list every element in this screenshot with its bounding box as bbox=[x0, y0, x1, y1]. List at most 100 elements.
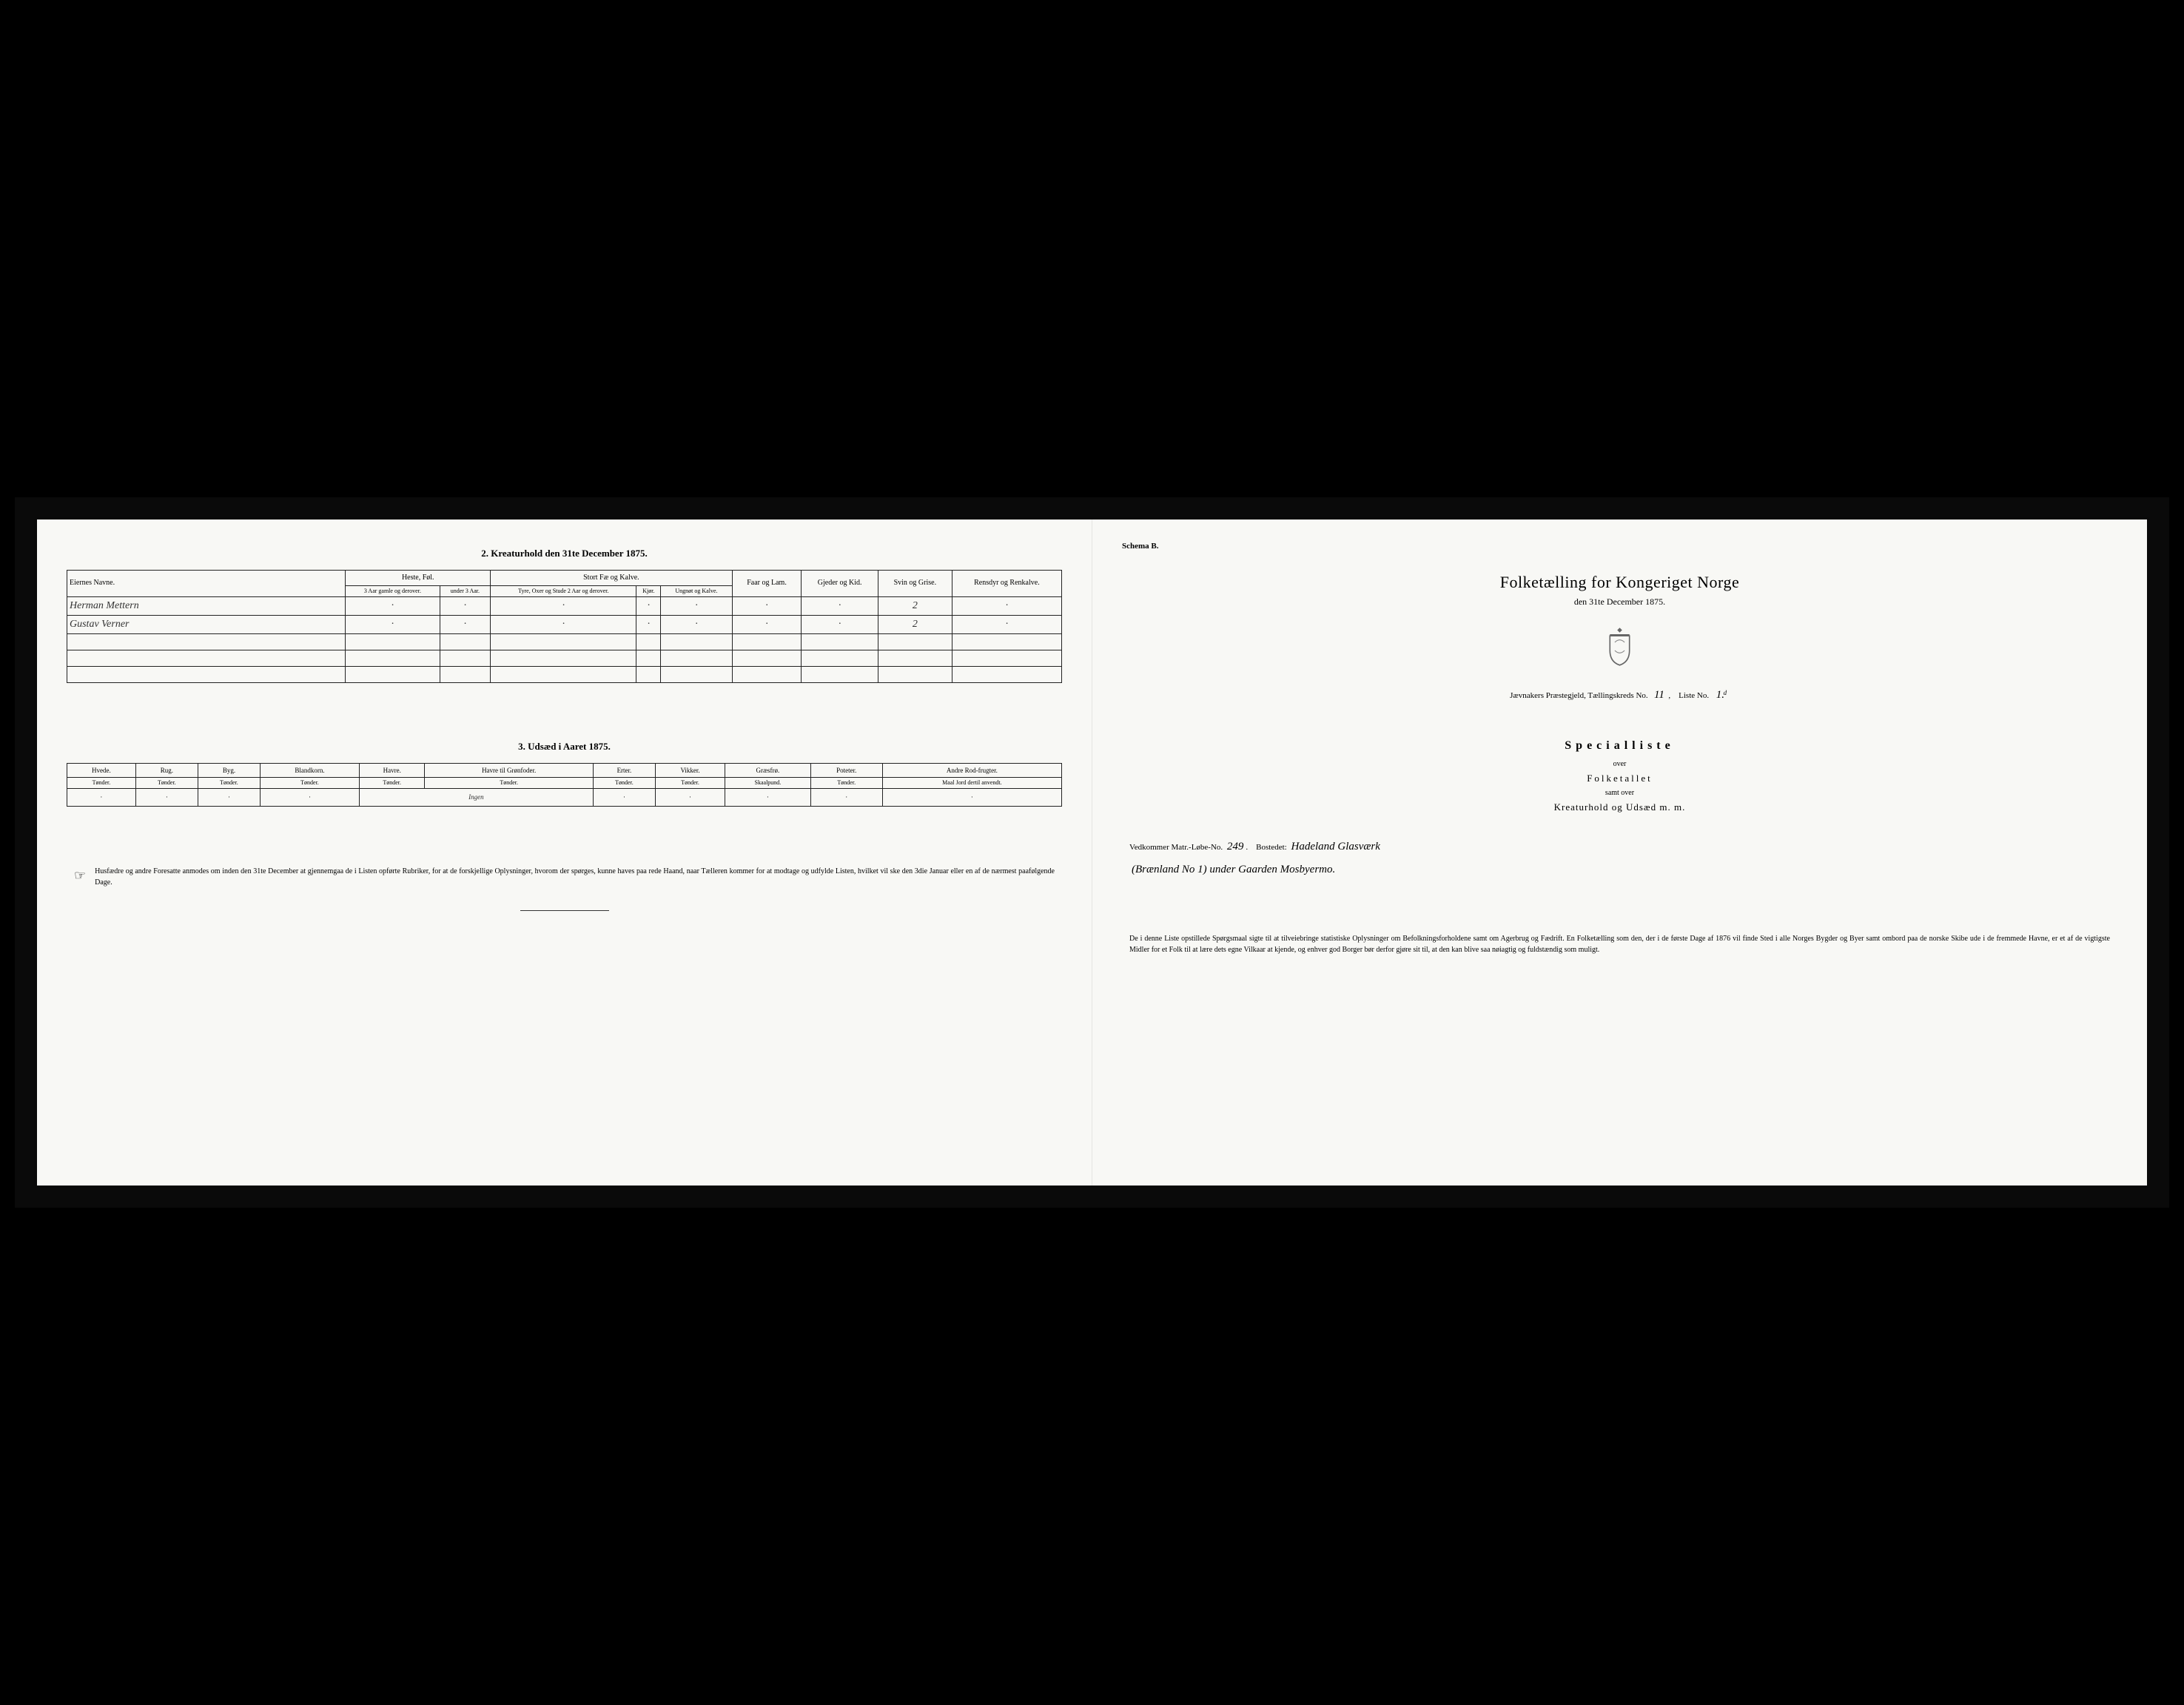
matr-prefix: Vedkommer Matr.-Løbe-No. bbox=[1129, 843, 1223, 852]
t3-header: Vikker. bbox=[655, 763, 725, 778]
t3-cell: · bbox=[810, 788, 882, 806]
t3-cell: · bbox=[261, 788, 360, 806]
t3-cell: · bbox=[882, 788, 1061, 806]
left-page: 2. Kreaturhold den 31te December 1875. E… bbox=[37, 519, 1092, 1186]
sub-c3: Ungnøt og Kalve. bbox=[661, 586, 732, 597]
cell-empty bbox=[491, 650, 636, 666]
left-footer-text: Husfædre og andre Foresatte anmodes om i… bbox=[95, 866, 1055, 888]
t3-subheader: Tønder. bbox=[359, 778, 425, 789]
t3-header: Byg. bbox=[198, 763, 260, 778]
t3-cell: · bbox=[135, 788, 198, 806]
cell-empty bbox=[802, 650, 878, 666]
left-footer: ☞ Husfædre og andre Foresatte anmodes om… bbox=[67, 866, 1062, 888]
cell-empty bbox=[802, 633, 878, 650]
col-goats: Gjeder og Kid. bbox=[802, 571, 878, 597]
cell-empty bbox=[952, 633, 1061, 650]
t3-subheader: Tønder. bbox=[135, 778, 198, 789]
cell: · bbox=[440, 596, 491, 615]
t3-header: Hvede. bbox=[67, 763, 136, 778]
owner-name: Gustav Verner bbox=[67, 615, 346, 633]
cell-empty bbox=[636, 666, 661, 682]
document-paper: 2. Kreaturhold den 31te December 1875. E… bbox=[37, 519, 2147, 1186]
table-row-empty bbox=[67, 650, 1062, 666]
t3-subheader: Tønder. bbox=[261, 778, 360, 789]
schema-label: Schema B. bbox=[1122, 542, 2117, 551]
t3-header: Erter. bbox=[593, 763, 655, 778]
t3-cell: Ingen bbox=[359, 788, 593, 806]
matr-number: 249 bbox=[1225, 835, 1246, 858]
cell-empty bbox=[491, 666, 636, 682]
kreaturhold-table: Eiernes Navne. Heste, Føl. Stort Fæ og K… bbox=[67, 570, 1062, 683]
cell-empty bbox=[661, 633, 732, 650]
udsaed-table: Hvede.Rug.Byg.Blandkorn.Havre.Havre til … bbox=[67, 763, 1062, 807]
right-footer-text: De i denne Liste opstillede Spørgsmaal s… bbox=[1122, 933, 2117, 955]
t3-subheader: Tønder. bbox=[67, 778, 136, 789]
cell-empty bbox=[732, 666, 802, 682]
liste-prefix: Liste No. bbox=[1679, 691, 1709, 700]
t3-subheader: Tønder. bbox=[425, 778, 593, 789]
t3-header: Poteter. bbox=[810, 763, 882, 778]
sub-title: den 31te December 1875. bbox=[1122, 596, 2117, 608]
cell: · bbox=[732, 596, 802, 615]
matr-line: Vedkommer Matr.-Løbe-No. 249. Bostedet: … bbox=[1129, 835, 2110, 881]
bosted-value: Hadeland Glasværk bbox=[1288, 835, 1437, 858]
t3-subheader: Tønder. bbox=[198, 778, 260, 789]
section-2-title: 2. Kreaturhold den 31te December 1875. bbox=[67, 548, 1062, 559]
t3-cell: · bbox=[593, 788, 655, 806]
district-prefix: Jævnakers Præstegjeld, Tællingskreds No. bbox=[1510, 691, 1647, 700]
cell: · bbox=[346, 615, 440, 633]
cell: · bbox=[346, 596, 440, 615]
cell: · bbox=[952, 596, 1061, 615]
cell-empty bbox=[67, 666, 346, 682]
folketallet-label: Folketallet bbox=[1122, 773, 2117, 784]
owner-name: Herman Mettern bbox=[67, 596, 346, 615]
cell-empty bbox=[67, 633, 346, 650]
cell: · bbox=[802, 615, 878, 633]
cell: · bbox=[952, 615, 1061, 633]
scan-frame: 2. Kreaturhold den 31te December 1875. E… bbox=[15, 497, 2169, 1208]
district-number: 11 bbox=[1650, 689, 1668, 702]
t3-header: Andre Rod-frugter. bbox=[882, 763, 1061, 778]
col-owner: Eiernes Navne. bbox=[67, 571, 346, 597]
t3-cell: · bbox=[725, 788, 811, 806]
divider bbox=[520, 910, 609, 911]
cell-empty bbox=[878, 650, 952, 666]
t3-cell: · bbox=[67, 788, 136, 806]
cell: 2 bbox=[878, 596, 952, 615]
t3-header: Blandkorn. bbox=[261, 763, 360, 778]
t3-subheader: Maal Jord dertil anvendt. bbox=[882, 778, 1061, 789]
t3-subheader: Skaalpund. bbox=[725, 778, 811, 789]
cell-empty bbox=[732, 633, 802, 650]
t3-subheader: Tønder. bbox=[655, 778, 725, 789]
col-reindeer: Rensdyr og Renkalve. bbox=[952, 571, 1061, 597]
sub-h2: under 3 Aar. bbox=[440, 586, 491, 597]
cell-empty bbox=[952, 666, 1061, 682]
main-title: Folketælling for Kongeriget Norge bbox=[1122, 573, 2117, 592]
cell: · bbox=[661, 615, 732, 633]
pointing-hand-icon: ☞ bbox=[74, 866, 86, 888]
cell: 2 bbox=[878, 615, 952, 633]
cell: · bbox=[636, 615, 661, 633]
liste-number: 1.ͩ bbox=[1711, 689, 1730, 702]
section-3-title: 3. Udsæd i Aaret 1875. bbox=[67, 741, 1062, 753]
sub-c2: Kjør. bbox=[636, 586, 661, 597]
cell-empty bbox=[952, 650, 1061, 666]
cell-empty bbox=[346, 666, 440, 682]
cell: · bbox=[636, 596, 661, 615]
col-sheep: Faar og Lam. bbox=[732, 571, 802, 597]
table-row-empty bbox=[67, 633, 1062, 650]
cell-empty bbox=[346, 633, 440, 650]
cell: · bbox=[732, 615, 802, 633]
t3-subheader: Tønder. bbox=[593, 778, 655, 789]
specialliste-title: Specialliste bbox=[1122, 739, 2117, 753]
cell-empty bbox=[440, 666, 491, 682]
t3-subheader: Tønder. bbox=[810, 778, 882, 789]
sub-c1: Tyre, Oxer og Stude 2 Aar og derover. bbox=[491, 586, 636, 597]
samt-label: samt over bbox=[1122, 789, 2117, 797]
cell-empty bbox=[802, 666, 878, 682]
cell: · bbox=[661, 596, 732, 615]
table-row: Gustav Verner·······2· bbox=[67, 615, 1062, 633]
coat-of-arms-icon bbox=[1122, 626, 2117, 674]
over-label: over bbox=[1122, 760, 2117, 768]
t3-header: Græsfrø. bbox=[725, 763, 811, 778]
